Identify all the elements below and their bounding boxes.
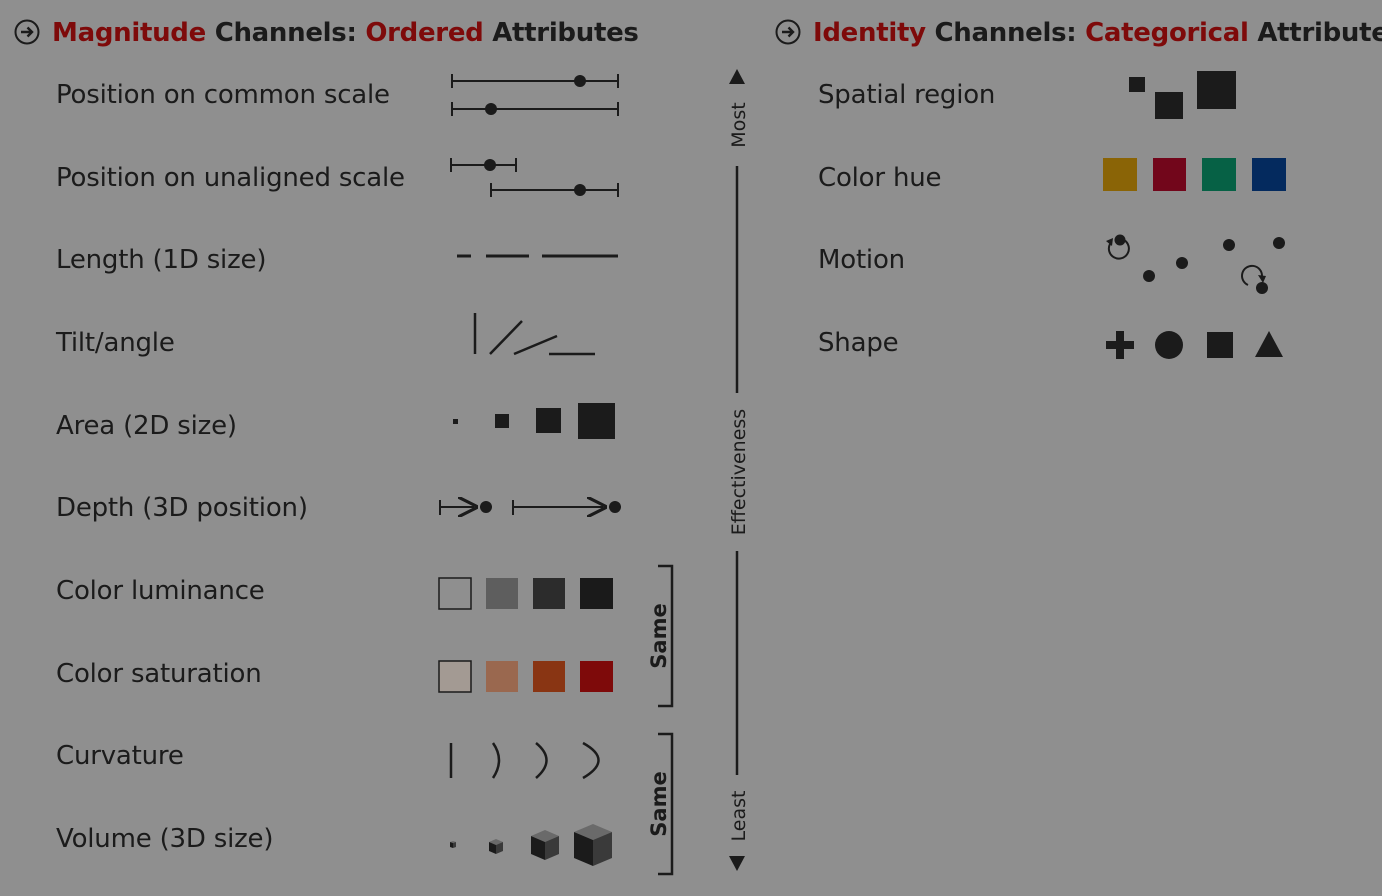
cube-icon [531,830,559,860]
curvature-glyph [449,741,600,780]
label-motion: Motion [818,245,905,275]
label-depth: Depth (3D position) [56,493,308,523]
position-common-scale-glyph [451,74,619,116]
triangle-icon [1255,331,1283,357]
tilt-angle-glyph [473,313,595,356]
heading-magnitude: Magnitude [52,18,206,48]
effectiveness-axis [729,69,745,871]
label-color-hue: Color hue [818,163,942,193]
heading-attributes: Attributes [1257,18,1382,48]
same-bracket-color [658,564,674,708]
same-bracket-label: Same [647,603,671,668]
effectiveness-least-label: Least [728,791,750,842]
cube-icon [574,824,612,866]
rotate-arrow-icon [1107,239,1130,260]
circle-arrow-right-icon [14,19,40,45]
effectiveness-most-label: Most [728,102,750,147]
position-unaligned-scale-glyph [450,158,619,197]
cube-icon [450,841,456,848]
identity-channels-heading: Identity Channels: Categorical Attribute… [775,18,1382,48]
color-saturation-glyph [438,660,613,693]
same-bracket-shape [658,732,674,876]
square-icon [1207,332,1233,358]
magnitude-channels-heading: Magnitude Channels: Ordered Attributes [14,18,639,48]
label-position-common-scale: Position on common scale [56,80,390,110]
circle-icon [1155,331,1183,359]
luminance-swatch [533,578,565,609]
spatial-region-glyph [1129,71,1236,119]
label-length: Length (1D size) [56,245,267,275]
rotate-arrow-icon [1241,264,1264,286]
plus-icon [1116,331,1124,359]
saturation-swatch [580,661,613,692]
color-hue-glyph [1103,158,1286,191]
shape-glyph [1106,331,1283,359]
hue-swatch [1252,158,1286,191]
luminance-swatch [580,578,613,609]
label-color-luminance: Color luminance [56,576,265,606]
same-bracket-label: Same [647,771,671,836]
heading-identity: Identity [813,18,926,48]
color-luminance-glyph [438,577,613,610]
heading-attributes: Attributes [483,18,639,48]
label-area: Area (2D size) [56,411,237,441]
heading-ordered: Ordered [365,18,484,48]
label-tilt-angle: Tilt/angle [56,328,175,358]
saturation-swatch [438,660,472,693]
triangle-down-icon [729,856,745,871]
label-volume: Volume (3D size) [56,824,274,854]
cube-icon [489,839,503,854]
hue-swatch [1103,158,1137,191]
label-curvature: Curvature [56,741,184,771]
effectiveness-label: Effectiveness [728,409,750,535]
heading-channels: Channels: [925,18,1086,48]
heading-channels: Channels: [205,18,366,48]
hue-swatch [1202,158,1236,191]
label-shape: Shape [818,328,899,358]
luminance-swatch [486,578,518,609]
circle-arrow-right-icon [775,19,801,45]
triangle-up-icon [729,69,745,84]
luminance-swatch [438,577,472,610]
depth-glyph [439,500,621,515]
hue-swatch [1153,158,1186,191]
saturation-swatch [533,661,565,692]
motion-glyph [1106,234,1285,294]
volume-glyph [450,824,612,866]
label-color-saturation: Color saturation [56,659,262,689]
label-position-unaligned-scale: Position on unaligned scale [56,163,405,193]
area-glyph [453,403,615,439]
saturation-swatch [486,661,518,692]
heading-categorical: Categorical [1085,18,1249,48]
label-spatial-region: Spatial region [818,80,996,110]
